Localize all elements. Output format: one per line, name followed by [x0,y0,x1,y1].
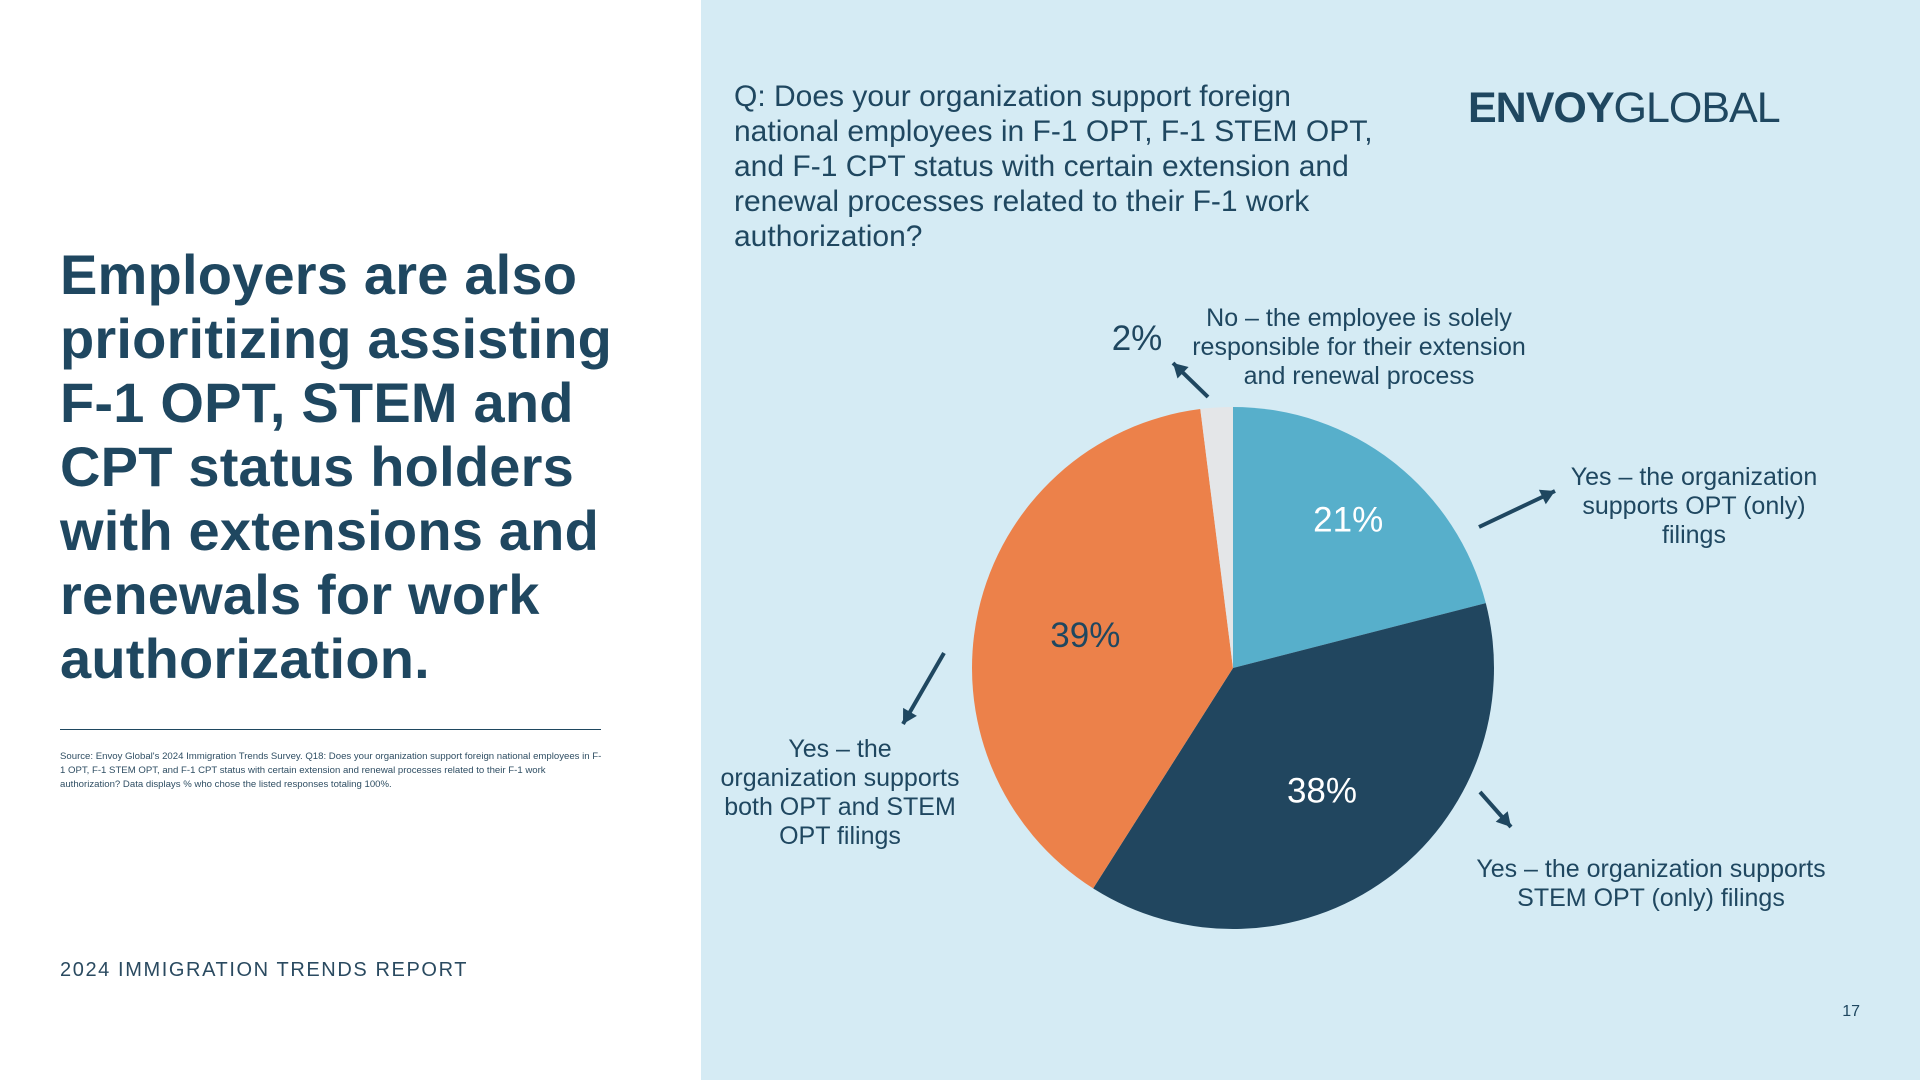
divider [60,729,601,730]
legend-line: Yes – the organization supports [1476,855,1825,883]
pie-slice-both [972,409,1233,889]
source-note: Source: Envoy Global's 2024 Immigration … [60,751,602,790]
legend-label-both: Yes – the organization supports both OPT a… [720,735,959,850]
legend-line: OPT filings [779,822,901,850]
pie-value-label-opt-only: 21% [1313,501,1383,540]
pie-slice-no [1200,407,1233,668]
pie-value-label-stem-only: 38% [1287,772,1357,811]
legend-line: Yes – the [788,735,891,763]
headline: Employers are also prioritizing assistin… [60,243,613,690]
logo-bold-part: ENVOY [1468,84,1615,132]
arrow-both [901,651,946,726]
pie-slice-stem-only [1093,603,1495,930]
arrow-opt-only [1478,489,1556,529]
legend-line: STEM OPT (only) filings [1517,884,1785,912]
legend-line: and renewal process [1244,362,1475,390]
legend-line: responsible for their extension [1192,333,1526,361]
envoy-global-logo: ENVOYGLOBAL [1468,84,1781,133]
pie-value-label-no: 2% [1112,319,1163,358]
legend-label-stem-only: Yes – the organization supports STEM OPT … [1476,855,1825,912]
legend-line: both OPT and STEM [724,793,956,821]
left-panel [0,0,701,1080]
legend-label-opt-only: Yes – the organization supports OPT (only… [1571,463,1817,549]
report-footer: 2024 IMMIGRATION TRENDS REPORT [60,959,469,981]
pie-slice-opt-only [1233,407,1486,668]
arrow-no [1171,361,1210,399]
pie-value-label-both: 39% [1050,616,1120,655]
chart-question: Q: Does your organization support foreig… [734,80,1373,253]
legend-label-no: No – the employee is solely responsible f… [1192,304,1526,390]
legend-line: supports OPT (only) [1582,492,1805,520]
legend-line: Yes – the organization [1571,463,1817,491]
legend-line: No – the employee is solely [1206,304,1512,332]
arrow-stem-only [1478,790,1513,829]
legend-line: organization supports [720,764,959,792]
page-number: 17 [1842,1003,1860,1020]
legend-line: filings [1662,521,1726,549]
logo-light-part: GLOBAL [1613,84,1781,132]
